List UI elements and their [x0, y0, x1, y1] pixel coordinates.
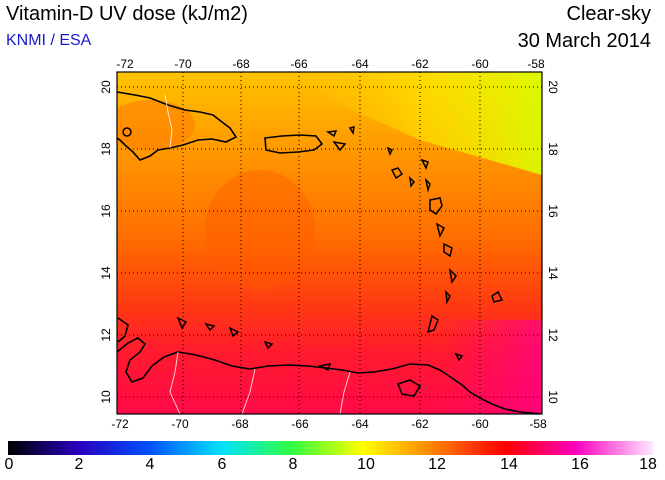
colorbar	[8, 441, 653, 455]
coastlines	[117, 91, 542, 414]
lat-tick-left: 12	[99, 328, 113, 342]
colorbar-label: 0	[4, 456, 14, 473]
sky-condition-label: Clear-sky	[566, 3, 651, 25]
lon-tick-bottom: -60	[471, 417, 489, 431]
colorbar-label: 18	[639, 456, 657, 473]
colorbar-label: 6	[217, 456, 227, 473]
colorbar-label: 12	[428, 456, 446, 473]
islands	[122, 125, 504, 372]
date-label: 30 March 2014	[517, 30, 651, 52]
lat-tick-left: 16	[99, 204, 113, 218]
lat-tick-left: 14	[99, 266, 113, 280]
lat-tick-left: 10	[99, 390, 113, 404]
lon-tick-bottom: -70	[171, 417, 189, 431]
lon-tick-top: -62	[411, 57, 429, 71]
colorbar-label: 2	[74, 456, 84, 473]
colorbar-label: 10	[357, 456, 375, 473]
lon-tick-bottom: -64	[351, 417, 369, 431]
lon-tick-bottom: -58	[529, 417, 547, 431]
country-borders	[164, 94, 351, 415]
hispaniola-coast	[117, 91, 238, 161]
trinidad-coast	[396, 379, 422, 397]
lon-tick-bottom: -68	[231, 417, 249, 431]
lon-tick-top: -72	[116, 57, 134, 71]
lat-tick-right: 12	[546, 328, 560, 342]
lat-tick-right: 20	[546, 80, 560, 94]
puerto-rico-coast	[264, 134, 324, 154]
left-latitude-axis: 10 12 14 16 18 20	[99, 80, 113, 404]
lon-tick-top: -70	[174, 57, 192, 71]
colorbar-label: 14	[500, 456, 518, 473]
lon-tick-top: -68	[232, 57, 250, 71]
colorbar-label: 8	[288, 456, 298, 473]
lat-tick-left: 18	[99, 142, 113, 156]
lon-tick-bottom: -62	[411, 417, 429, 431]
south-america-coast	[117, 337, 542, 414]
lat-tick-right: 14	[546, 266, 560, 280]
lat-tick-right: 10	[546, 390, 560, 404]
map-gridlines	[117, 72, 542, 414]
lon-tick-top: -58	[527, 57, 545, 71]
lat-tick-right: 18	[546, 142, 560, 156]
colorbar-label: 4	[145, 456, 155, 473]
map-title: Vitamin-D UV dose (kJ/m2)	[6, 3, 248, 25]
map-frame	[116, 71, 543, 415]
lon-tick-top: -66	[290, 57, 308, 71]
lat-tick-right: 16	[546, 204, 560, 218]
top-longitude-axis: -72 -70 -68 -66 -64 -62 -60 -58	[116, 57, 545, 71]
right-latitude-axis: 10 12 14 16 18 20	[546, 80, 560, 404]
lat-tick-left: 20	[99, 80, 113, 94]
colorbar-label: 16	[571, 456, 589, 473]
uv-dose-field	[117, 72, 542, 414]
lon-tick-top: -64	[351, 57, 369, 71]
bottom-longitude-axis: -72 -70 -68 -66 -64 -62 -60 -58	[111, 417, 547, 431]
paraguana-coast	[117, 317, 129, 343]
credit-label: KNMI / ESA	[6, 32, 92, 49]
lon-tick-top: -60	[471, 57, 489, 71]
lon-tick-bottom: -72	[111, 417, 129, 431]
lon-tick-bottom: -66	[291, 417, 309, 431]
